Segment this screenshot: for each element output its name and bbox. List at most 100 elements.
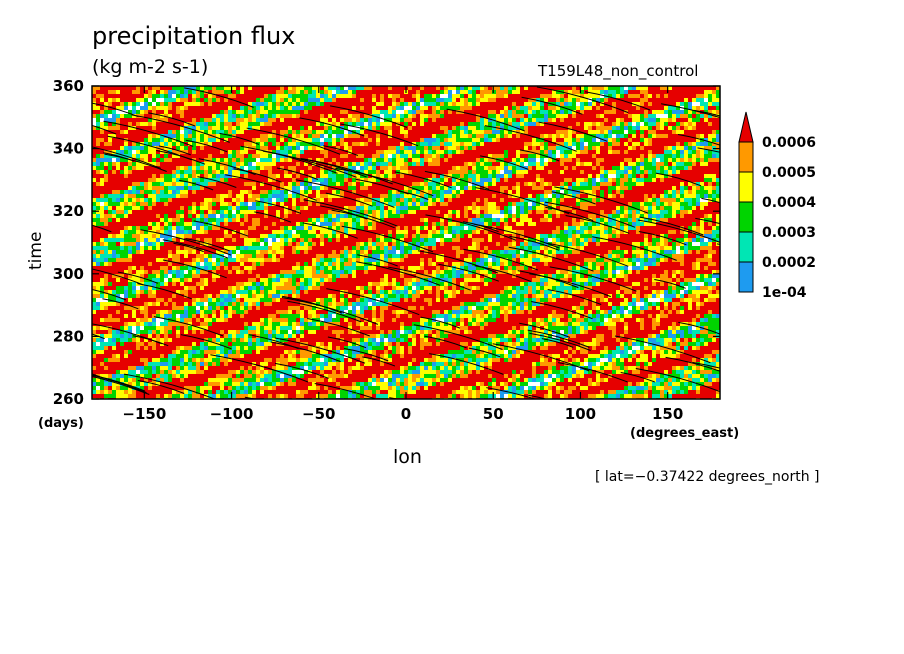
field-cell (672, 186, 676, 190)
field-cell (260, 90, 264, 94)
field-cell (520, 142, 524, 146)
field-cell (468, 110, 472, 114)
field-cell (308, 122, 312, 126)
field-cell (208, 146, 212, 150)
field-cell (680, 130, 684, 134)
field-cell (364, 158, 368, 162)
field-cell (544, 90, 548, 94)
field-cell (320, 126, 324, 130)
field-cell (92, 90, 96, 94)
field-cell (408, 210, 412, 214)
field-cell (548, 150, 552, 154)
field-cell (532, 142, 536, 146)
field-cell (448, 138, 452, 142)
field-cell (204, 142, 208, 146)
field-cell (364, 106, 368, 110)
field-cell (324, 158, 328, 162)
field-cell (336, 146, 340, 150)
field-cell (700, 102, 704, 106)
field-cell (592, 118, 596, 122)
field-cell (244, 186, 248, 190)
field-cell (676, 182, 680, 186)
field-cell (520, 162, 524, 166)
field-cell (248, 166, 252, 170)
field-cell (472, 122, 476, 126)
field-cell (616, 118, 620, 122)
field-cell (516, 186, 520, 190)
field-cell (508, 178, 512, 182)
field-cell (632, 178, 636, 182)
field-cell (112, 94, 116, 98)
field-cell (436, 90, 440, 94)
field-cell (440, 118, 444, 122)
field-cell (300, 194, 304, 198)
field-cell (288, 182, 292, 186)
field-cell (240, 110, 244, 114)
field-cell (196, 178, 200, 182)
field-cell (708, 210, 712, 214)
field-cell (276, 158, 280, 162)
field-cell (700, 122, 704, 126)
field-cell (660, 98, 664, 102)
field-cell (352, 154, 356, 158)
field-cell (504, 90, 508, 94)
field-cell (388, 198, 392, 202)
field-cell (444, 146, 448, 150)
field-cell (184, 158, 188, 162)
field-cell (184, 150, 188, 154)
field-cell (288, 142, 292, 146)
field-cell (212, 150, 216, 154)
field-cell (432, 98, 436, 102)
field-cell (456, 114, 460, 118)
field-cell (448, 174, 452, 178)
field-cell (176, 126, 180, 130)
field-cell (188, 114, 192, 118)
field-cell (460, 114, 464, 118)
field-cell (436, 130, 440, 134)
field-cell (284, 142, 288, 146)
field-cell (660, 134, 664, 138)
field-cell (164, 142, 168, 146)
field-cell (376, 194, 380, 198)
field-cell (304, 118, 308, 122)
field-cell (308, 170, 312, 174)
field-cell (396, 142, 400, 146)
field-cell (220, 102, 224, 106)
field-cell (184, 154, 188, 158)
field-cell (456, 182, 460, 186)
field-cell (588, 174, 592, 178)
field-cell (168, 186, 172, 190)
field-cell (476, 86, 480, 90)
field-cell (412, 202, 416, 206)
field-cell (348, 110, 352, 114)
field-cell (448, 162, 452, 166)
field-cell (456, 178, 460, 182)
field-cell (544, 86, 548, 90)
field-cell (648, 118, 652, 122)
field-cell (152, 90, 156, 94)
field-cell (636, 186, 640, 190)
field-cell (312, 206, 316, 210)
field-cell (508, 98, 512, 102)
field-cell (496, 114, 500, 118)
field-cell (352, 122, 356, 126)
field-cell (340, 102, 344, 106)
field-cell (92, 114, 96, 118)
field-cell (680, 194, 684, 198)
field-cell (704, 210, 708, 214)
field-cell (572, 102, 576, 106)
field-cell (476, 210, 480, 214)
field-cell (440, 198, 444, 202)
field-cell (308, 86, 312, 90)
field-cell (632, 210, 636, 214)
field-cell (92, 198, 96, 202)
field-cell (624, 150, 628, 154)
field-cell (544, 194, 548, 198)
field-cell (480, 138, 484, 142)
field-cell (668, 90, 672, 94)
field-cell (488, 94, 492, 98)
field-cell (164, 134, 168, 138)
field-cell (476, 126, 480, 130)
field-cell (500, 126, 504, 130)
field-cell (680, 134, 684, 138)
